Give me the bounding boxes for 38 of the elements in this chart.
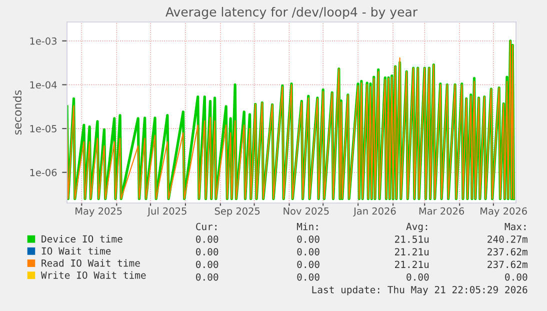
text: Max: bbox=[504, 222, 526, 230]
text: 0.00 bbox=[406, 273, 429, 281]
text: 21.21u bbox=[395, 248, 429, 256]
text: 0.00 bbox=[297, 248, 320, 256]
text: 0.00 bbox=[196, 235, 218, 243]
chart-title: Average latency for /dev/loop4 - by year bbox=[166, 6, 418, 20]
x-tick-label: May 2026 bbox=[480, 207, 527, 217]
text: Cur: bbox=[196, 222, 216, 230]
text: 240.27m bbox=[488, 235, 528, 243]
y-tick-label: 1e-04 bbox=[30, 81, 57, 89]
y-tick-label: 1e-05 bbox=[30, 125, 56, 132]
text: 0.00 bbox=[297, 235, 320, 243]
x-tick-label: Jan 2026 bbox=[353, 207, 396, 216]
text: 0.00 bbox=[196, 248, 218, 256]
y-tick-label: 1e-06 bbox=[30, 168, 57, 176]
text: Min: bbox=[296, 222, 318, 230]
text: Avg: bbox=[406, 222, 428, 232]
legend-label: Device IO time bbox=[42, 235, 122, 243]
text: 21.51u bbox=[395, 235, 429, 243]
legend-label: IO Wait time bbox=[42, 247, 111, 255]
text: Last update: Thu May 21 22:05:29 2026 bbox=[312, 286, 528, 296]
text: 237.62m bbox=[488, 260, 528, 268]
x-tick-label: Sep 2025 bbox=[214, 207, 260, 217]
text: 0.00 bbox=[297, 273, 320, 281]
x-tick-label: Nov 2025 bbox=[284, 207, 329, 215]
text: 237.62m bbox=[488, 248, 528, 256]
text: 0.00 bbox=[505, 273, 528, 281]
y-tick-label: 1e-03 bbox=[30, 37, 56, 45]
text: 0.00 bbox=[196, 273, 218, 281]
legend-label: Write IO Wait time bbox=[40, 271, 146, 279]
x-tick-label: Mar 2026 bbox=[419, 207, 464, 215]
text: 0.00 bbox=[297, 260, 320, 268]
text: 0.00 bbox=[196, 260, 218, 268]
text: 21.21u bbox=[395, 260, 429, 268]
x-tick-label: Jul 2025 bbox=[147, 207, 186, 216]
x-tick-label: May 2025 bbox=[76, 207, 122, 217]
legend-label: Read IO Wait time bbox=[42, 259, 140, 267]
y-axis-title: seconds bbox=[12, 90, 22, 135]
